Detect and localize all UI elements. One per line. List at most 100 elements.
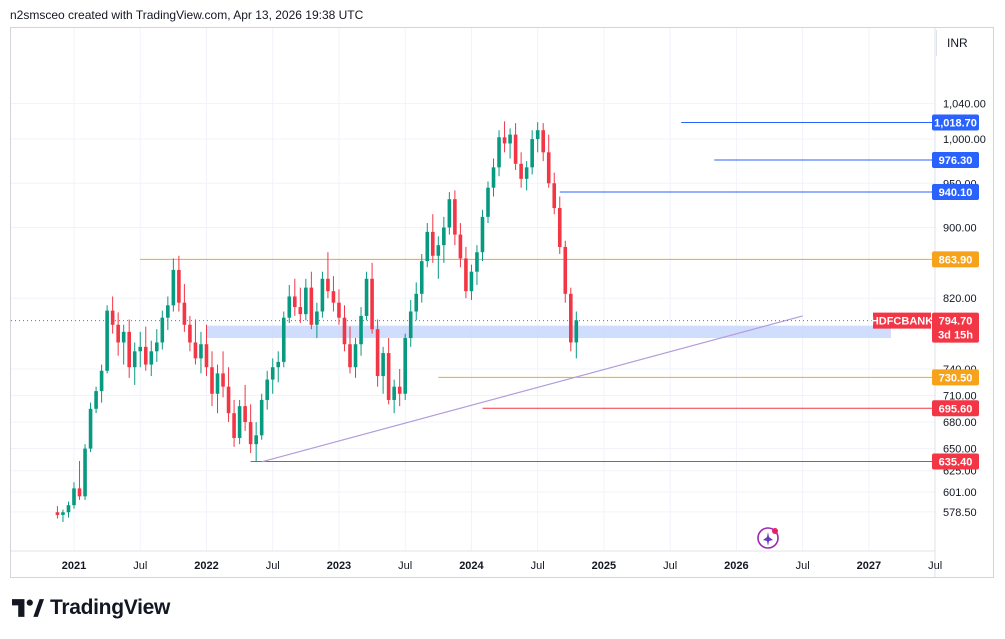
price-tick-label: 578.50 — [943, 507, 977, 519]
candle — [155, 329, 159, 362]
candle — [270, 358, 275, 394]
candle — [508, 128, 512, 159]
candle — [386, 338, 391, 405]
level-price-text: 1,018.70 — [934, 118, 977, 130]
candle — [237, 399, 242, 445]
candle — [188, 315, 192, 352]
price-tick-label: 680.00 — [943, 417, 977, 429]
candle — [276, 351, 281, 383]
time-axis[interactable]: 2021 Jul 2022 Jul 2023 Jul 2024 Jul 2025 Jul 2026 J… — [62, 560, 942, 572]
candle — [55, 506, 60, 519]
candle — [370, 262, 374, 334]
candle — [210, 351, 214, 407]
price-tick-label: 820.00 — [943, 293, 977, 305]
candle — [248, 404, 253, 454]
candle — [132, 342, 137, 385]
candle — [408, 300, 413, 347]
candle — [574, 311, 579, 359]
candle — [94, 386, 98, 414]
countdown-text: 3d 15h — [938, 330, 973, 342]
time-tick-label: 2026 — [724, 560, 748, 572]
time-tick-label: Jul — [398, 560, 412, 572]
level-price-text: 730.50 — [939, 372, 973, 384]
candle — [88, 402, 93, 453]
candle — [293, 278, 297, 316]
candle — [77, 460, 82, 500]
price-labels: 1,018.70 976.30 940.10 863.90 730.50 695.60 63… — [871, 114, 979, 470]
level-price-badge — [932, 251, 979, 268]
candle — [342, 305, 347, 352]
candle — [298, 287, 303, 323]
time-tick-label: Jul — [266, 560, 280, 572]
candle — [375, 319, 380, 387]
candle — [221, 351, 225, 398]
price-tick-label: 1,040.00 — [943, 99, 986, 111]
candle — [127, 319, 131, 378]
support-zone-rect — [206, 325, 891, 339]
candle — [436, 236, 441, 279]
time-tick-label: 2027 — [857, 560, 881, 572]
candle — [513, 123, 518, 170]
candle — [232, 399, 236, 447]
candle — [469, 264, 474, 301]
trendline-line — [261, 315, 803, 463]
candle — [486, 181, 490, 224]
candle — [397, 368, 402, 407]
symbol-badge — [873, 312, 931, 329]
horizontal-levels — [140, 122, 935, 462]
sparkle-icon[interactable] — [757, 527, 779, 549]
candle — [519, 152, 523, 188]
candle — [182, 284, 187, 332]
candle — [204, 324, 209, 377]
candle — [149, 340, 154, 377]
candle — [563, 240, 568, 303]
candle — [552, 172, 557, 215]
level-price-text: 695.60 — [939, 403, 973, 415]
candle — [304, 278, 308, 321]
level-price-text: 940.10 — [939, 187, 973, 199]
candle — [121, 324, 126, 365]
candle — [425, 223, 430, 268]
candle — [491, 158, 496, 197]
level-price-badge — [932, 453, 979, 470]
candle — [226, 367, 231, 423]
trendline — [261, 315, 803, 463]
candle — [348, 326, 352, 374]
candle — [160, 310, 165, 350]
level-price-badge — [932, 114, 979, 131]
candle — [259, 393, 264, 440]
candle — [535, 122, 540, 153]
candle — [392, 379, 396, 414]
candle — [497, 130, 501, 177]
candle — [138, 331, 143, 368]
time-tick-label: 2021 — [62, 560, 86, 572]
candle — [199, 331, 203, 374]
candle — [431, 214, 435, 263]
candle — [166, 296, 170, 331]
price-tick-label: 650.00 — [943, 444, 977, 456]
candle — [110, 296, 115, 334]
price-tick-label: 900.00 — [943, 222, 977, 234]
candle — [215, 364, 220, 414]
candle — [569, 287, 573, 352]
candle — [243, 384, 247, 431]
time-tick-label: 2023 — [327, 560, 351, 572]
price-tick-label: 1,000.00 — [943, 134, 986, 146]
level-price-badge — [932, 369, 979, 386]
price-axis[interactable]: 1,040.001,000.00950.00900.00820.00740.00… — [943, 99, 986, 519]
candle — [359, 307, 363, 356]
candle — [381, 346, 385, 394]
price-tick-label: 601.00 — [943, 487, 977, 499]
grid-lines — [11, 28, 936, 551]
chart-frame[interactable]: 1,040.001,000.00950.00900.00820.00740.00… — [10, 27, 994, 578]
time-tick-label: Jul — [663, 560, 677, 572]
currency-label[interactable]: INR — [936, 30, 992, 56]
candle — [331, 276, 336, 312]
candle — [458, 223, 463, 268]
candle — [105, 305, 109, 374]
price-chart[interactable]: 1,040.001,000.00950.00900.00820.00740.00… — [11, 28, 993, 577]
candle — [453, 190, 457, 246]
time-tick-label: Jul — [928, 560, 942, 572]
price-tick-label: 710.00 — [943, 391, 977, 403]
time-tick-label: Jul — [531, 560, 545, 572]
